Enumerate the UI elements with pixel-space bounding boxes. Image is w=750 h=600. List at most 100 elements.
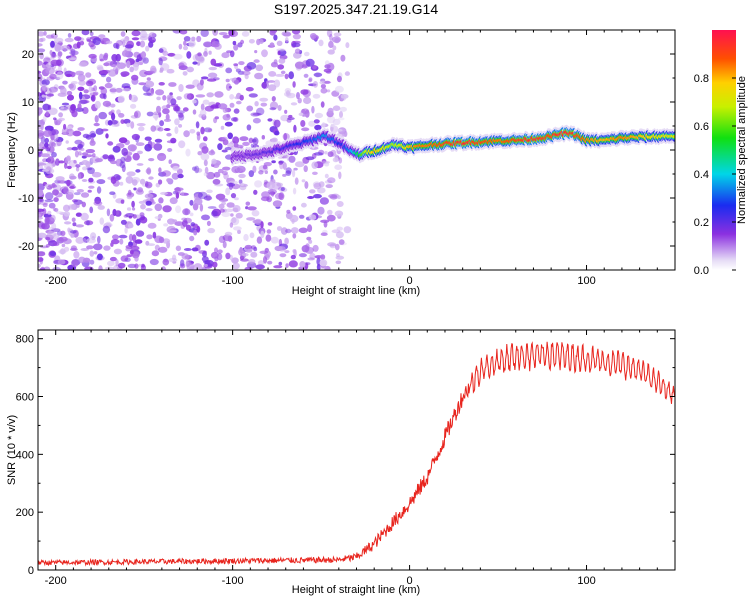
noise-speckle bbox=[222, 234, 232, 242]
noise-speckle bbox=[102, 154, 109, 160]
noise-speckle bbox=[112, 234, 119, 240]
noise-speckle bbox=[246, 105, 254, 112]
noise-speckle bbox=[53, 117, 57, 121]
noise-speckle bbox=[173, 53, 183, 60]
noise-speckle bbox=[312, 244, 319, 252]
noise-speckle bbox=[210, 58, 217, 66]
noise-speckle bbox=[137, 150, 143, 155]
noise-speckle bbox=[206, 92, 214, 98]
noise-speckle bbox=[267, 118, 273, 122]
noise-speckle bbox=[288, 114, 293, 118]
noise-speckle bbox=[271, 61, 278, 67]
noise-speckle bbox=[64, 156, 71, 165]
noise-speckle bbox=[86, 167, 93, 171]
noise-speckle bbox=[47, 156, 55, 164]
noise-speckle bbox=[158, 236, 165, 244]
noise-speckle bbox=[291, 42, 301, 48]
noise-speckle bbox=[75, 166, 80, 172]
noise-speckle bbox=[293, 124, 297, 133]
noise-speckle bbox=[135, 230, 145, 237]
noise-speckle bbox=[162, 50, 169, 56]
noise-speckle bbox=[312, 81, 318, 88]
noise-speckle bbox=[300, 120, 306, 127]
noise-speckle bbox=[75, 212, 82, 217]
noise-speckle bbox=[233, 142, 239, 148]
noise-speckle bbox=[45, 34, 55, 39]
noise-speckle bbox=[284, 237, 289, 245]
noise-speckle bbox=[175, 245, 182, 252]
noise-speckle bbox=[259, 97, 269, 102]
noise-speckle bbox=[109, 256, 117, 262]
noise-speckle bbox=[174, 186, 181, 195]
noise-speckle bbox=[149, 258, 159, 266]
noise-speckle bbox=[230, 213, 234, 217]
noise-speckle bbox=[74, 36, 82, 41]
noise-speckle bbox=[175, 192, 180, 199]
noise-speckle bbox=[332, 118, 341, 126]
noise-speckle bbox=[45, 67, 55, 75]
noise-speckle bbox=[225, 187, 231, 196]
noise-speckle bbox=[155, 89, 165, 96]
noise-speckle bbox=[40, 266, 45, 270]
noise-speckle bbox=[195, 94, 206, 98]
noise-speckle bbox=[225, 252, 231, 260]
noise-speckle bbox=[130, 103, 137, 109]
noise-speckle bbox=[168, 257, 178, 263]
noise-speckle bbox=[154, 216, 162, 220]
noise-speckle bbox=[134, 111, 139, 118]
noise-speckle bbox=[50, 59, 60, 66]
noise-speckle bbox=[63, 211, 71, 217]
noise-speckle bbox=[97, 235, 101, 244]
noise-speckle bbox=[229, 222, 234, 228]
noise-speckle bbox=[53, 197, 59, 203]
noise-speckle bbox=[175, 205, 182, 214]
noise-speckle bbox=[290, 254, 296, 260]
y-tick-label: 800 bbox=[16, 334, 34, 346]
noise-speckle bbox=[224, 121, 233, 127]
noise-speckle bbox=[203, 51, 208, 57]
noise-speckle bbox=[90, 96, 95, 101]
noise-speckle bbox=[335, 231, 344, 239]
noise-speckle bbox=[67, 33, 72, 38]
noise-speckle bbox=[152, 113, 160, 119]
noise-speckle bbox=[66, 147, 73, 151]
noise-speckle bbox=[203, 195, 213, 201]
noise-speckle bbox=[211, 210, 218, 217]
noise-speckle bbox=[182, 208, 191, 216]
noise-speckle bbox=[87, 189, 92, 193]
noise-speckle bbox=[308, 78, 312, 83]
noise-speckle bbox=[77, 127, 85, 131]
noise-speckle bbox=[324, 60, 330, 66]
noise-speckle bbox=[301, 179, 306, 183]
noise-speckle bbox=[174, 118, 180, 126]
noise-speckle bbox=[233, 108, 240, 114]
noise-speckle bbox=[252, 165, 257, 173]
noise-speckle bbox=[200, 103, 205, 111]
noise-speckle bbox=[99, 58, 105, 62]
noise-speckle bbox=[265, 140, 275, 147]
snr-y-label: SNR (10 * v/v) bbox=[6, 415, 18, 485]
noise-speckle bbox=[239, 94, 244, 101]
noise-speckle bbox=[148, 176, 154, 180]
noise-speckle bbox=[174, 221, 184, 227]
noise-speckle bbox=[102, 100, 112, 107]
noise-speckle bbox=[78, 91, 83, 100]
noise-speckle bbox=[94, 158, 103, 163]
noise-speckle bbox=[225, 83, 232, 91]
noise-speckle bbox=[273, 169, 278, 175]
spectrogram-ridge bbox=[230, 124, 675, 166]
noise-speckle bbox=[38, 70, 42, 74]
noise-speckle bbox=[51, 151, 57, 158]
y-tick-label: 200 bbox=[16, 507, 34, 519]
noise-speckle bbox=[137, 187, 144, 193]
noise-speckle bbox=[240, 39, 245, 45]
noise-speckle bbox=[276, 48, 286, 52]
noise-speckle bbox=[139, 212, 145, 217]
noise-speckle bbox=[70, 104, 76, 111]
noise-speckle bbox=[73, 192, 81, 196]
noise-speckle bbox=[340, 94, 349, 99]
noise-speckle bbox=[110, 242, 114, 247]
noise-speckle bbox=[67, 189, 75, 195]
noise-speckle bbox=[182, 71, 188, 76]
noise-speckle bbox=[130, 94, 138, 103]
